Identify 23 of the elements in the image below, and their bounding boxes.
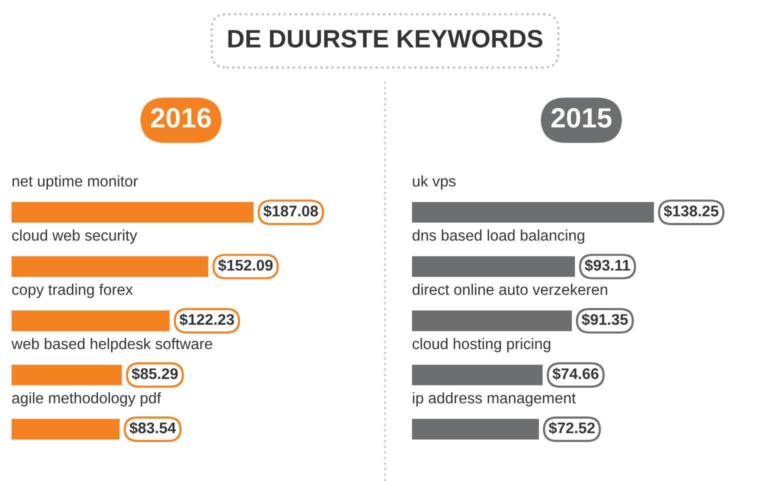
data-label: $138.25: [664, 204, 718, 218]
data-label: $93.11: [584, 259, 630, 272]
data-label: $85.29: [132, 368, 178, 380]
data-label: $152.09: [218, 259, 273, 272]
y-tick-label: direct online auto verzekeren: [412, 284, 608, 295]
data-label: $91.35: [582, 313, 628, 326]
y-tick-label: web based helpdesk software: [12, 338, 212, 352]
text: DE DUURSTE KEYWORDS: [228, 30, 542, 48]
data-label: $72.52: [548, 422, 595, 434]
y-tick-label: agile methodology pdf: [12, 392, 162, 406]
chart-title: 2015: [551, 108, 612, 128]
y-tick-label: uk vps: [412, 175, 456, 190]
y-tick-label: copy trading forex: [12, 284, 133, 298]
data-label: $74.66: [552, 368, 598, 380]
y-tick-label: cloud hosting pricing: [412, 338, 550, 352]
y-tick-label: dns based load balancing: [412, 230, 584, 244]
y-tick-label: net uptime monitor: [12, 175, 138, 190]
chart-title: 2016: [151, 108, 211, 128]
y-tick-label: cloud web security: [12, 230, 138, 244]
data-label: $122.23: [180, 313, 234, 326]
data-label: $83.54: [129, 422, 176, 434]
data-label: $187.08: [263, 204, 318, 218]
y-tick-label: ip address management: [412, 392, 576, 406]
